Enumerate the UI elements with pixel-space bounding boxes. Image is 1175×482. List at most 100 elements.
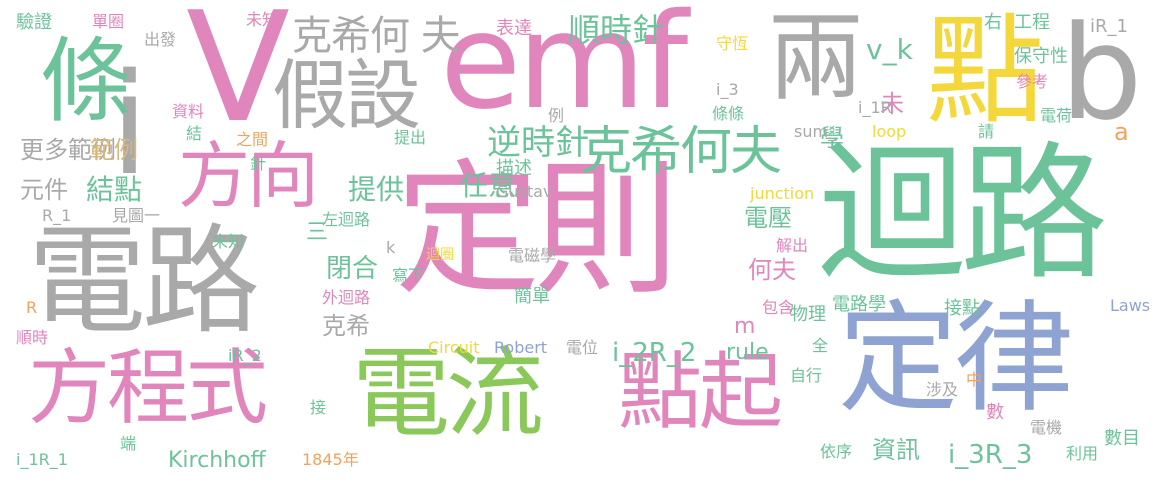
word-i3r3: i_3R_3: [948, 440, 1033, 470]
word-san: 三: [306, 220, 329, 245]
word-waihuilu: 外迴路: [322, 288, 371, 307]
word-bihe: 閉合: [326, 254, 379, 284]
word-yanzheng: 驗證: [16, 12, 52, 33]
word-qing: 請: [978, 122, 995, 141]
word-you: 右: [984, 12, 1002, 33]
word-dianciuxue: 電磁學: [508, 246, 557, 265]
word-sheji: 涉及: [926, 380, 959, 399]
word-jiedian: 結點: [86, 173, 143, 206]
word-dianliu: 電流: [352, 337, 544, 451]
word-danquan: 單圈: [92, 12, 125, 31]
word-zhong: 中: [966, 370, 983, 389]
word-wuli: 物理: [790, 304, 826, 325]
word-dianji: 電機: [1030, 418, 1063, 437]
word-shumu: 數目: [1104, 428, 1140, 449]
word-r1: R_1: [42, 206, 72, 225]
word-chufa: 出發: [144, 30, 177, 49]
word-dian: 點: [926, 2, 1045, 140]
word-b: b: [1060, 0, 1143, 149]
word-loop: loop: [872, 122, 907, 141]
word-r: R: [26, 298, 38, 317]
word-gongcheng: 工程: [1014, 12, 1050, 33]
word-zuohuilu: 左迴路: [322, 210, 371, 229]
word-liyong: 利用: [1066, 444, 1099, 463]
word-dianya: 電壓: [744, 204, 792, 232]
word-dianluxue: 電路學: [832, 294, 886, 315]
word-dianhe: 電荷: [1040, 106, 1073, 125]
word-jiechu: 解出: [776, 236, 809, 255]
word-yuanjian: 元件: [20, 176, 68, 204]
word-kirchhoff: Kirchhoff: [168, 448, 266, 473]
word-biaoda: 表達: [496, 18, 532, 39]
word-v: V: [186, 0, 290, 156]
word-dingze: 定則: [395, 146, 679, 315]
word-ir1: iR_1: [1090, 16, 1128, 37]
word-ir2: iR_2: [228, 346, 262, 365]
word-vk: v_k: [866, 33, 913, 66]
word-xue: 學: [820, 124, 844, 152]
word-emf: emf: [440, 0, 688, 139]
word-jiantuyi: 見圖一: [112, 206, 161, 225]
word-wei: 未: [880, 90, 904, 118]
word-tichu: 提出: [394, 128, 427, 147]
word-zixing: 自行: [790, 366, 823, 385]
word-zhijian: 之間: [236, 130, 269, 149]
word-shu: 數: [986, 402, 1004, 423]
word-xiexia: 寫下: [392, 266, 425, 285]
word-i3: i_3: [716, 80, 739, 99]
word-shouheng: 守恆: [716, 34, 749, 53]
word-gengduofanli: 更多範例: [20, 136, 116, 164]
word-cankao: 參考: [1016, 72, 1049, 91]
word-zixun: 資訊: [872, 436, 920, 464]
word-fanli: 範例: [90, 136, 138, 164]
word-dianwei: 電位: [566, 338, 599, 357]
word-baoshouxing: 保守性: [1014, 46, 1068, 67]
word-renyi: 任意: [460, 169, 517, 202]
word-i1r1: i_1R_1: [16, 450, 68, 469]
word-weizhi: 未知: [246, 10, 279, 29]
word-fangxiang: 方向: [178, 134, 319, 218]
word-robert: Robert: [494, 338, 548, 357]
word-1845: 1845年: [302, 450, 359, 469]
word-m: m: [734, 314, 756, 339]
word-circuit: Circuit: [428, 338, 480, 357]
word-k: k: [386, 238, 396, 257]
word-dianlu: 電路: [28, 212, 260, 350]
word-jiandan: 簡單: [514, 286, 550, 307]
word-fangchengshi: 方程式: [28, 341, 268, 436]
word-gustav: Gustav: [496, 182, 553, 201]
word-i2r2: i_2R_2: [612, 338, 697, 368]
word-dianqi: 點起: [618, 343, 783, 441]
word-sum: sum_: [794, 122, 837, 141]
word-i1r: i_1R: [858, 98, 892, 117]
word-baohan: 包含: [762, 298, 795, 317]
word-kexihe-fu: 克希何 夫: [292, 13, 461, 59]
word-huiquan: 迴圈: [426, 247, 454, 263]
word-jiedian-2: 接點: [944, 298, 980, 319]
word-weizhi-2: 未知: [212, 232, 245, 251]
word-yixu: 依序: [820, 442, 853, 461]
word-kexihefu: 克希何夫: [580, 122, 782, 182]
word-tigong: 提供: [348, 173, 405, 206]
word-ziliao: 資料: [172, 102, 205, 121]
word-tiaotiao: 條條: [712, 104, 745, 123]
word-quan: 全: [812, 336, 829, 355]
word-shunshizhen: 順時針: [568, 11, 665, 49]
word-kexi: 克希: [322, 312, 370, 340]
word-miaoshu: 描述: [496, 158, 532, 179]
word-shunshi: 順時: [16, 328, 49, 347]
word-hefu: 何夫: [748, 256, 796, 284]
word-rule: rule: [726, 340, 769, 365]
word-a: a: [1114, 118, 1129, 146]
word-jie: 結: [186, 124, 203, 143]
word-nishizhen: 逆時針: [487, 123, 589, 163]
word-li: 例: [548, 106, 565, 125]
word-liang: 兩: [768, 2, 864, 114]
word-i: i: [110, 44, 149, 207]
word-jie-2: 接: [310, 398, 327, 417]
word-tiao: 條: [40, 28, 133, 135]
word-laws: Laws: [1110, 296, 1151, 315]
word-dinglv: 定律: [838, 290, 1074, 429]
word-junction: junction: [750, 184, 815, 203]
